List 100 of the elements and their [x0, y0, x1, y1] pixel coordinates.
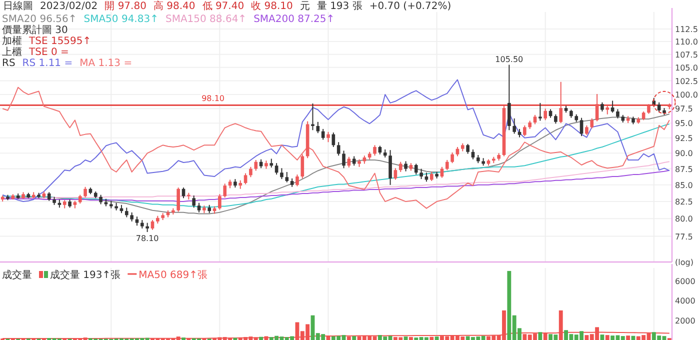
- text: 高 98.40: [153, 0, 196, 12]
- candlestick: [512, 118, 516, 134]
- candlestick: [218, 194, 222, 210]
- bar: [626, 336, 630, 340]
- text: 日線圖: [3, 1, 33, 12]
- candlestick: [347, 156, 351, 168]
- legend-label: 成交量 193↑張: [50, 269, 121, 281]
- candlestick: [559, 81, 563, 124]
- text: SMA200 87.25↑: [254, 14, 335, 25]
- candlestick: [508, 64, 511, 131]
- bar: [605, 335, 610, 340]
- candlestick: [176, 187, 180, 212]
- candlestick: [124, 207, 128, 218]
- candlestick: [146, 222, 149, 233]
- y-tick-label: 100.0: [675, 90, 698, 100]
- candlestick: [342, 150, 346, 169]
- candlestick: [554, 114, 558, 124]
- candlestick: [311, 103, 314, 131]
- candlestick: [585, 124, 588, 136]
- chart-title: 成交量: [2, 269, 32, 281]
- text: 開 97.80: [104, 1, 146, 12]
- candlestick: [523, 124, 526, 137]
- candlestick: [274, 162, 278, 176]
- candlestick: [192, 194, 196, 208]
- candlestick: [99, 194, 102, 205]
- text: 元: [300, 1, 310, 12]
- text: 量 193 張: [316, 1, 362, 12]
- candlestick: [657, 102, 661, 113]
- y-tick-label: 80.0: [675, 214, 693, 224]
- y-tick-label: 2000: [675, 316, 696, 326]
- bar: [259, 336, 264, 340]
- y-tick-label: 82.5: [675, 198, 693, 207]
- annotation: TSE 15595↑: [28, 36, 92, 47]
- candlestick: [456, 146, 460, 157]
- y-tick-label: 77.5: [675, 232, 693, 242]
- candlestick: [135, 216, 139, 226]
- y-tick-label: 112.5: [675, 25, 698, 34]
- text: (log): [675, 258, 694, 267]
- candlestick: [285, 171, 289, 183]
- annotation: 上櫃: [2, 46, 22, 58]
- candlestick: [538, 102, 542, 122]
- y-tick-label: 102.5: [675, 76, 698, 86]
- candlestick: [595, 93, 599, 122]
- candlestick: [352, 156, 356, 166]
- ref-line-label: 98.10: [202, 94, 225, 104]
- annotation: 價量累計圖 30: [2, 24, 68, 36]
- y-tick-label: 110.0: [675, 38, 698, 47]
- candlestick: [84, 186, 87, 198]
- candlestick: [336, 142, 340, 156]
- bar: [404, 336, 408, 340]
- candlestick: [420, 168, 423, 180]
- candlestick: [223, 183, 227, 198]
- candlestick: [373, 144, 376, 156]
- candlestick: [404, 160, 408, 172]
- bar: [434, 336, 439, 340]
- candlestick: [254, 159, 258, 172]
- text: 2023/02/02: [40, 1, 98, 12]
- y-tick-label: 92.5: [675, 134, 693, 143]
- candlestick: [316, 121, 320, 134]
- bar: [352, 336, 356, 340]
- y-tick-label: 87.5: [675, 164, 693, 174]
- candlestick: [394, 168, 398, 180]
- annotation: 105.50: [495, 54, 524, 64]
- text: MA 1.13 =: [80, 58, 132, 69]
- candlestick: [616, 108, 620, 119]
- candlestick: [388, 150, 392, 186]
- candlestick: [398, 161, 402, 172]
- bar: [538, 332, 542, 340]
- y-tick-label: 85.0: [675, 180, 693, 190]
- candlestick: [321, 128, 325, 140]
- text: RS 1.11 =: [22, 58, 73, 69]
- legend-label: MA50 689↑張: [138, 270, 208, 281]
- text: 收 98.10: [251, 1, 293, 12]
- text: SMA50 94.83↑: [84, 14, 158, 25]
- text: SMA20 96.56↑: [2, 14, 77, 25]
- text: +0.70 (+0.72%): [369, 1, 452, 12]
- candlestick: [450, 152, 454, 164]
- candlestick: [580, 117, 584, 137]
- annotation: 78.10: [136, 234, 159, 244]
- candlestick: [249, 166, 252, 178]
- candlestick: [647, 104, 650, 114]
- candlestick: [150, 220, 154, 230]
- y-tick-label: 107.5: [675, 50, 698, 60]
- y-tick-label: 6000: [675, 276, 696, 286]
- y-tick-label: 90.0: [675, 149, 693, 158]
- candlestick: [326, 131, 330, 143]
- bar: [600, 334, 604, 340]
- candlestick: [430, 171, 434, 182]
- y-tick-label: 95.0: [675, 119, 693, 128]
- candlestick: [600, 102, 604, 112]
- candlestick: [590, 118, 594, 129]
- candlestick: [244, 172, 248, 185]
- y-tick-label: 105.0: [675, 63, 698, 72]
- y-tick-label: 97.5: [675, 104, 693, 114]
- candlestick: [280, 168, 284, 180]
- candlestick: [197, 202, 201, 213]
- text: SMA150 88.64↑: [165, 14, 247, 25]
- candlestick: [130, 212, 134, 222]
- candlestick: [544, 108, 548, 121]
- annotation: TSE 0 =: [28, 47, 69, 58]
